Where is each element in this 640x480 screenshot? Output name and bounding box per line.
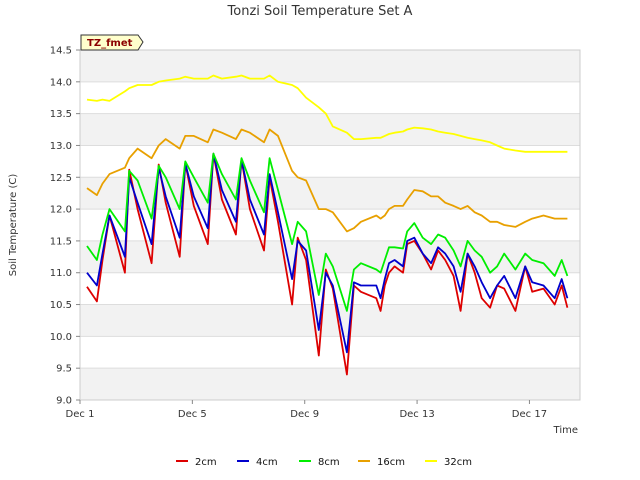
legend-label-4cm: 4cm (256, 457, 278, 468)
series-line-32cm (86, 74, 568, 153)
legend-label-2cm: 2cm (195, 457, 217, 468)
legend-label-16cm: 16cm (377, 457, 405, 468)
x-tick-label: Dec 5 (178, 409, 207, 420)
y-tick-label: 11.5 (50, 236, 72, 247)
series-line-4cm (86, 152, 569, 354)
legend-label-32cm: 32cm (444, 457, 472, 468)
y-tick-label: 12.5 (50, 173, 72, 184)
x-axis-label: Time (553, 425, 578, 436)
series-line-16cm (86, 128, 568, 233)
x-tick-label: Dec 9 (290, 409, 319, 420)
series-lines (86, 74, 569, 376)
chart-title: Tonzi Soil Temperature Set A (227, 4, 413, 19)
y-tick-label: 9.5 (56, 364, 72, 375)
y-tick-label: 10.5 (50, 300, 72, 311)
y-axis-label: Soil Temperature (C) (8, 174, 19, 277)
site-tag: TZ_fmet (80, 34, 144, 51)
x-tick-label: Dec 17 (512, 409, 547, 420)
site-tag-label: TZ_fmet (87, 38, 133, 49)
plot-band (80, 50, 580, 82)
plot-area (79, 49, 581, 401)
x-tick-label: Dec 1 (66, 409, 95, 420)
series-line-2cm (86, 152, 569, 376)
plot-band (80, 304, 580, 337)
x-tick-label: Dec 13 (399, 409, 434, 420)
y-tick-label: 13.0 (50, 141, 72, 152)
y-axis-ticks: 9.0 9.5 10.0 10.5 11.0 11.5 12.0 12.5 13.0 13.5 14… (50, 46, 80, 407)
y-tick-label: 13.5 (50, 109, 72, 120)
series-line-8cm (86, 152, 569, 312)
legend: 2cm 4cm 8cm 16cm 32cm (176, 457, 472, 468)
x-axis-ticks: Dec 1 Dec 5 Dec 9 Dec 13 Dec 17 (66, 400, 547, 420)
legend-label-8cm: 8cm (318, 457, 340, 468)
plot-band (80, 368, 580, 400)
plot-band (80, 240, 580, 273)
plot-band (80, 113, 580, 146)
y-tick-label: 11.0 (50, 268, 72, 279)
y-tick-label: 12.0 (50, 205, 72, 216)
y-tick-label: 14.5 (50, 46, 72, 57)
y-tick-label: 9.0 (56, 396, 72, 407)
y-tick-label: 10.0 (50, 332, 72, 343)
y-tick-label: 14.0 (50, 77, 72, 88)
